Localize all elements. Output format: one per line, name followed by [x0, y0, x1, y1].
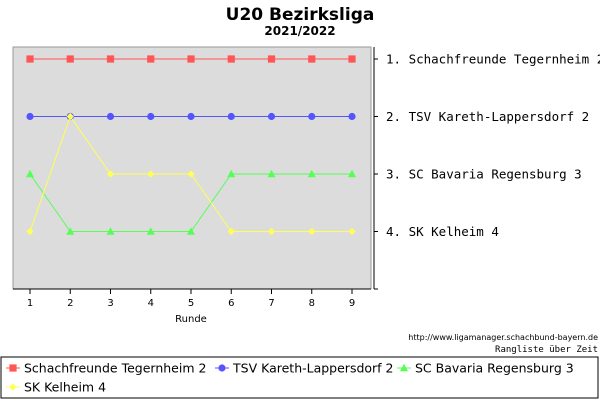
legend-item: Schachfreunde Tegernheim 2: [6, 361, 206, 376]
data-point: [308, 227, 316, 236]
rank-labels: 1. Schachfreunde Tegernheim 2 2. TSV Kare…: [386, 52, 600, 240]
source-url: http://www.ligamanager.schachbund-bayern…: [408, 333, 598, 342]
data-point: [227, 112, 235, 121]
legend-item: SK Kelheim 4: [6, 380, 106, 395]
x-ticks: 1 2 3 4 5 6 7 8 9: [27, 289, 355, 309]
data-point: [26, 55, 34, 63]
data-point: [146, 227, 155, 235]
data-point: [227, 227, 235, 236]
data-point: [66, 227, 75, 235]
data-point: [187, 55, 195, 63]
x-tick-label: 8: [309, 298, 315, 309]
x-tick-label: 2: [67, 298, 73, 309]
data-point: [106, 227, 115, 235]
data-point: [267, 227, 276, 236]
data-point: [187, 112, 195, 121]
legend: [0, 356, 599, 399]
data-point: [227, 55, 235, 63]
data-point: [267, 112, 276, 121]
x-tick-label: 4: [148, 298, 154, 309]
legend-item: TSV Kareth-Lappersdorf 2: [215, 361, 394, 376]
legend-item: SC Bavaria Regensburg 3: [397, 361, 574, 376]
data-point: [348, 55, 356, 63]
x-tick-label: 1: [27, 298, 33, 309]
data-point: [348, 169, 356, 178]
data-point: [26, 227, 34, 236]
data-point: [147, 55, 155, 63]
series-4: [26, 112, 356, 236]
data-point: [307, 169, 316, 178]
legend-marker: [9, 383, 17, 391]
series-1: [26, 55, 356, 63]
chart-title: U20 Bezirksliga: [226, 5, 375, 25]
data-point: [267, 169, 276, 178]
x-axis-label: Runde: [175, 314, 207, 325]
x-tick-label: 7: [268, 298, 274, 309]
rank-label: 1. Schachfreunde Tegernheim 2: [386, 52, 600, 67]
legend-items: Schachfreunde Tegernheim 2 TSV Kareth-Lap…: [6, 361, 574, 395]
data-point: [147, 170, 155, 178]
data-point: [187, 227, 195, 235]
legend-label: TSV Kareth-Lappersdorf 2: [232, 361, 394, 376]
data-point: [227, 169, 236, 178]
data-point: [66, 112, 74, 121]
data-point: [106, 170, 115, 178]
x-tick-label: 9: [349, 298, 355, 309]
data-point: [308, 112, 316, 121]
rank-label: 3. SC Bavaria Regensburg 3: [386, 167, 582, 182]
rank-label: 4. SK Kelheim 4: [386, 224, 499, 239]
chart-subtitle: 2021/2022: [264, 24, 335, 38]
legend-label: Schachfreunde Tegernheim 2: [24, 361, 206, 376]
data-point: [187, 170, 195, 178]
chart-caption: Rangliste über Zeit: [495, 345, 598, 355]
x-tick-label: 3: [107, 298, 113, 309]
data-point: [66, 55, 74, 63]
legend-marker: [9, 364, 17, 372]
data-point: [348, 112, 356, 121]
data-point: [106, 112, 115, 121]
data-point: [26, 112, 34, 121]
series-layer: [26, 55, 356, 236]
data-point: [106, 55, 115, 63]
plot-area: [12, 46, 372, 290]
series-3: [26, 169, 356, 235]
legend-label: SK Kelheim 4: [24, 380, 106, 395]
data-point: [147, 112, 155, 121]
x-tick-label: 6: [228, 298, 234, 309]
x-tick-label: 5: [188, 298, 194, 309]
rank-label: 2. TSV Kareth-Lappersdorf 2: [386, 109, 589, 124]
data-point: [26, 169, 34, 178]
data-point: [348, 227, 356, 236]
y-ticks: [374, 58, 378, 290]
legend-label: SC Bavaria Regensburg 3: [415, 361, 574, 376]
legend-marker: [400, 363, 408, 372]
data-point: [308, 55, 316, 63]
legend-marker: [218, 364, 226, 372]
data-point: [267, 55, 276, 63]
